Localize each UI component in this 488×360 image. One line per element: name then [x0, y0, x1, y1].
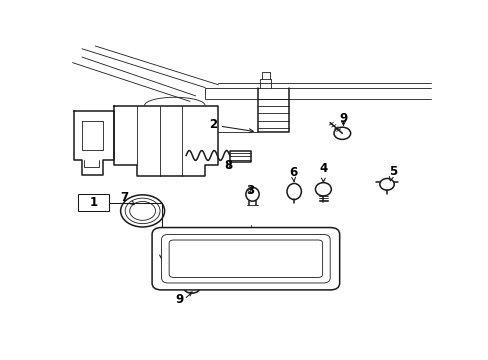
Text: 6: 6	[288, 166, 297, 181]
FancyBboxPatch shape	[169, 240, 322, 278]
Text: 7: 7	[121, 190, 134, 205]
FancyBboxPatch shape	[152, 228, 339, 290]
Text: 9: 9	[175, 293, 183, 306]
FancyBboxPatch shape	[161, 234, 329, 283]
Text: 3: 3	[245, 184, 253, 197]
Text: 1: 1	[89, 196, 98, 209]
Bar	[78, 194, 109, 211]
Text: 9: 9	[339, 112, 347, 125]
Text: 4: 4	[319, 162, 327, 182]
Text: 2: 2	[208, 118, 253, 132]
Text: 8: 8	[224, 159, 232, 172]
Text: 5: 5	[388, 165, 396, 181]
